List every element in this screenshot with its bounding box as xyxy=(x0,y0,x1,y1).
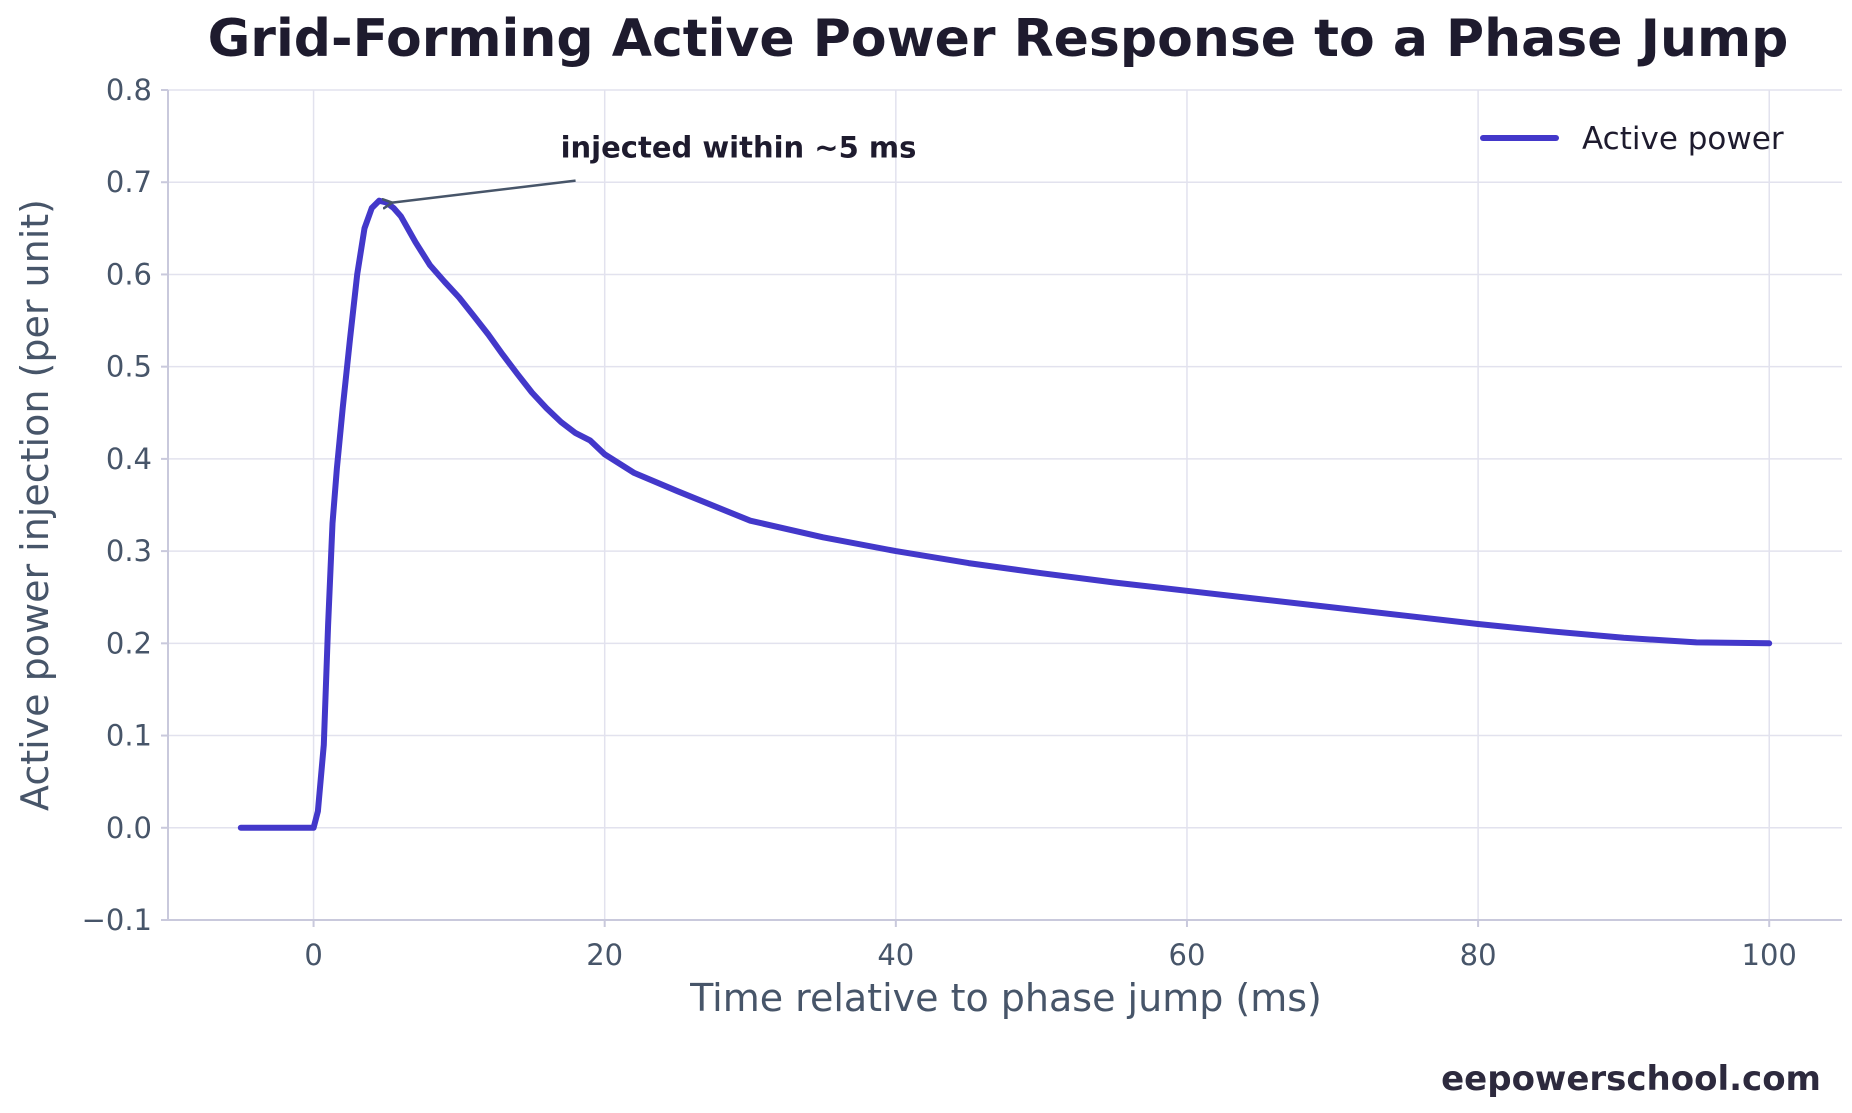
annotation-arrow xyxy=(392,179,576,203)
y-tick-label: 0.5 xyxy=(106,350,152,384)
y-axis-label: Active power injection (per unit) xyxy=(13,199,57,811)
y-tick-label: 0.4 xyxy=(106,442,152,476)
x-tick-label: 20 xyxy=(586,938,623,972)
y-tick-label: 0.0 xyxy=(106,811,152,845)
legend-label-active-power: Active power xyxy=(1582,121,1784,157)
annotation: injected within ~5 ms xyxy=(392,131,916,203)
x-tick-label: 0 xyxy=(304,938,322,972)
y-tick-label: 0.7 xyxy=(106,165,152,199)
x-axis-ticks: 0 20 40 60 80 100 xyxy=(304,920,1797,972)
chart-title: Grid-Forming Active Power Response to a … xyxy=(208,9,1789,69)
legend: Active power xyxy=(1480,121,1784,157)
y-tick-label: 0.8 xyxy=(106,73,152,107)
axis-spines xyxy=(167,90,1842,921)
grid xyxy=(168,89,1842,921)
y-tick-label: −0.1 xyxy=(82,903,152,937)
y-tick-label: 0.3 xyxy=(106,534,152,568)
annotation-text: injected within ~5 ms xyxy=(561,131,917,165)
y-tick-label: 0.1 xyxy=(106,719,152,753)
series-line-0 xyxy=(237,197,1773,831)
watermark: eepowerschool.com xyxy=(1441,1059,1821,1099)
x-tick-label: 80 xyxy=(1460,938,1497,972)
x-tick-label: 100 xyxy=(1742,938,1797,972)
series-layer xyxy=(237,197,1773,831)
y-axis-ticks: −0.1 0.0 0.1 0.2 0.3 0.4 0.5 0.6 0.7 0.8 xyxy=(82,73,168,937)
y-tick-label: 0.2 xyxy=(106,626,152,660)
x-tick-label: 60 xyxy=(1169,938,1206,972)
x-axis-label: Time relative to phase jump (ms) xyxy=(689,976,1322,1020)
y-tick-label: 0.6 xyxy=(106,257,152,291)
x-tick-label: 40 xyxy=(877,938,914,972)
